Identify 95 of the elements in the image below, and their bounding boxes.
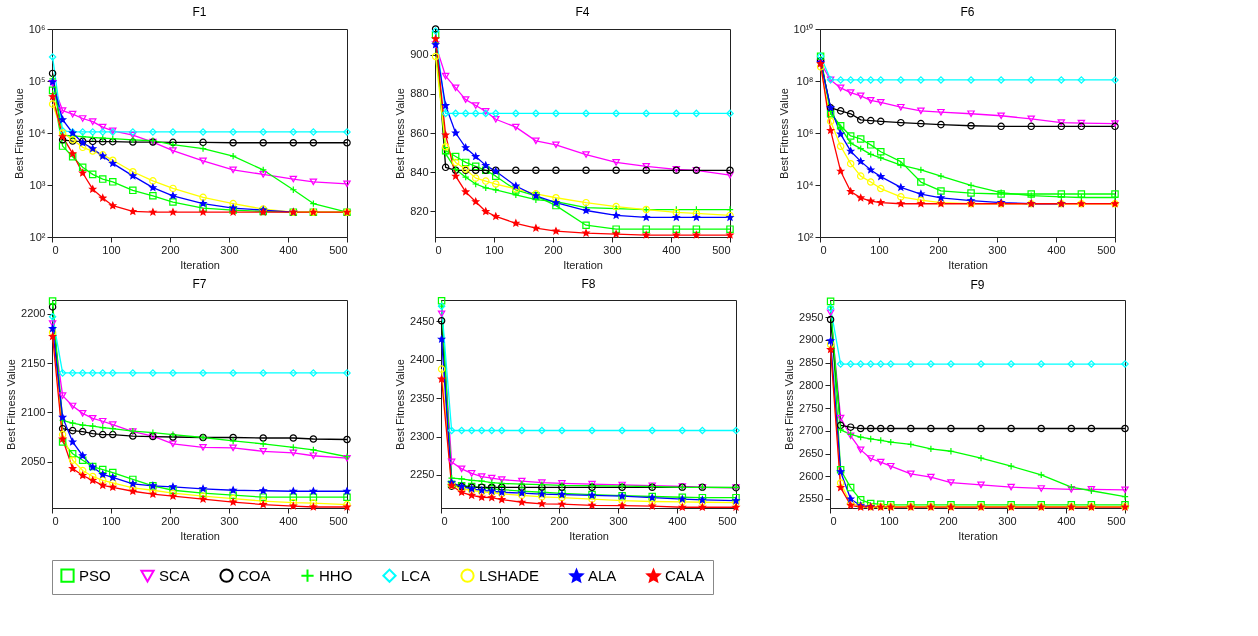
x-tick-label: 100 [880, 514, 899, 527]
x-tick-label: 500 [329, 243, 348, 256]
y-tick-label: 2250 [410, 468, 435, 481]
x-tick-label: 100 [102, 243, 121, 256]
y-tick-label: 10³ [29, 178, 46, 191]
y-tick-label: 900 [410, 48, 429, 61]
x-tick-label: 500 [712, 243, 731, 256]
y-tick-label: 10⁶ [796, 126, 814, 139]
x-tick-label: 200 [929, 243, 948, 256]
y-tick-label: 2600 [799, 469, 824, 482]
x-axis-title: Iteration [569, 529, 609, 542]
x-tick-label: 0 [435, 243, 442, 256]
chart-title: F4 [575, 5, 590, 20]
y-tick-label: 2350 [410, 391, 435, 404]
x-tick-label: 300 [609, 514, 628, 527]
x-tick-label: 0 [52, 243, 59, 256]
x-tick-label: 0 [820, 243, 827, 256]
x-tick-label: 300 [603, 243, 622, 256]
y-tick-label: 2850 [799, 356, 824, 369]
y-tick-label: 2050 [21, 455, 46, 468]
y-tick-label: 10⁴ [28, 126, 46, 139]
y-tick-label: 10¹⁰ [793, 22, 814, 35]
chart-title: F8 [581, 277, 596, 292]
x-tick-label: 100 [485, 243, 504, 256]
x-axis-title: Iteration [563, 258, 603, 271]
x-tick-label: 400 [662, 243, 681, 256]
y-tick-label: 860 [410, 126, 429, 139]
x-tick-label: 400 [1057, 514, 1076, 527]
legend-label: LSHADE [479, 566, 540, 584]
x-tick-label: 200 [939, 514, 958, 527]
x-tick-label: 0 [441, 514, 448, 527]
y-axis-title: Best Fitness Value [5, 359, 18, 450]
y-tick-label: 2700 [799, 424, 824, 437]
y-tick-label: 10² [797, 230, 814, 243]
y-tick-label: 10⁸ [796, 74, 814, 87]
y-tick-label: 10⁵ [28, 74, 46, 87]
y-tick-label: 10² [29, 230, 46, 243]
y-tick-label: 880 [410, 87, 429, 100]
y-tick-label: 2300 [410, 430, 435, 443]
chart-title: F7 [192, 277, 207, 292]
y-tick-label: 2900 [799, 333, 824, 346]
y-axis-title: Best Fitness Value [12, 88, 25, 179]
y-tick-label: 10⁶ [28, 22, 46, 35]
x-tick-label: 200 [550, 514, 569, 527]
y-tick-label: 2450 [410, 314, 435, 327]
chart-title: F6 [960, 5, 975, 19]
legend-label: LCA [401, 566, 431, 584]
y-axis-title: Best Fitness Value [394, 88, 407, 179]
x-tick-label: 500 [329, 514, 348, 527]
x-tick-label: 400 [279, 243, 298, 256]
x-tick-label: 200 [161, 514, 180, 527]
y-tick-label: 2150 [21, 356, 46, 369]
y-tick-label: 2950 [799, 310, 824, 323]
x-axis-title: Iteration [958, 529, 998, 542]
x-tick-label: 500 [1107, 514, 1126, 527]
y-tick-label: 820 [410, 204, 429, 217]
y-tick-label: 10⁴ [796, 178, 814, 191]
x-tick-label: 100 [102, 514, 121, 527]
y-tick-label: 2750 [799, 401, 824, 414]
y-tick-label: 2100 [21, 405, 46, 418]
x-tick-label: 200 [161, 243, 180, 256]
x-tick-label: 500 [718, 514, 737, 527]
x-tick-label: 300 [988, 243, 1007, 256]
x-tick-label: 200 [544, 243, 563, 256]
legend-label: COA [238, 566, 271, 584]
x-tick-label: 0 [52, 514, 59, 527]
y-axis-title: Best Fitness Value [394, 359, 407, 450]
y-tick-label: 2550 [799, 492, 824, 505]
y-axis-title: Best Fitness Value [777, 88, 790, 179]
y-tick-label: 2200 [21, 307, 46, 320]
x-tick-label: 300 [220, 243, 239, 256]
x-tick-label: 300 [220, 514, 239, 527]
chart-title: F9 [970, 277, 985, 292]
x-tick-label: 400 [279, 514, 298, 527]
x-axis-title: Iteration [180, 258, 220, 271]
x-tick-label: 100 [870, 243, 889, 256]
y-tick-label: 2650 [799, 447, 824, 459]
chart-title: F1 [192, 5, 207, 19]
x-axis-title: Iteration [180, 529, 220, 542]
legend-label: ALA [588, 567, 617, 585]
legend-label: SCA [159, 567, 190, 585]
x-axis-title: Iteration [948, 258, 988, 271]
x-tick-label: 300 [998, 514, 1017, 527]
x-tick-label: 500 [1097, 243, 1116, 256]
y-tick-label: 2800 [799, 378, 824, 391]
legend-label: HHO [319, 566, 353, 584]
x-tick-label: 0 [830, 514, 837, 527]
legend-label: CALA [665, 567, 705, 585]
legend-label: PSO [79, 566, 111, 584]
x-tick-label: 400 [1047, 243, 1066, 256]
y-tick-label: 840 [410, 165, 429, 178]
y-tick-label: 2400 [410, 353, 435, 366]
y-axis-title: Best Fitness Value [783, 359, 796, 450]
x-tick-label: 100 [491, 514, 510, 527]
x-tick-label: 400 [668, 514, 687, 527]
